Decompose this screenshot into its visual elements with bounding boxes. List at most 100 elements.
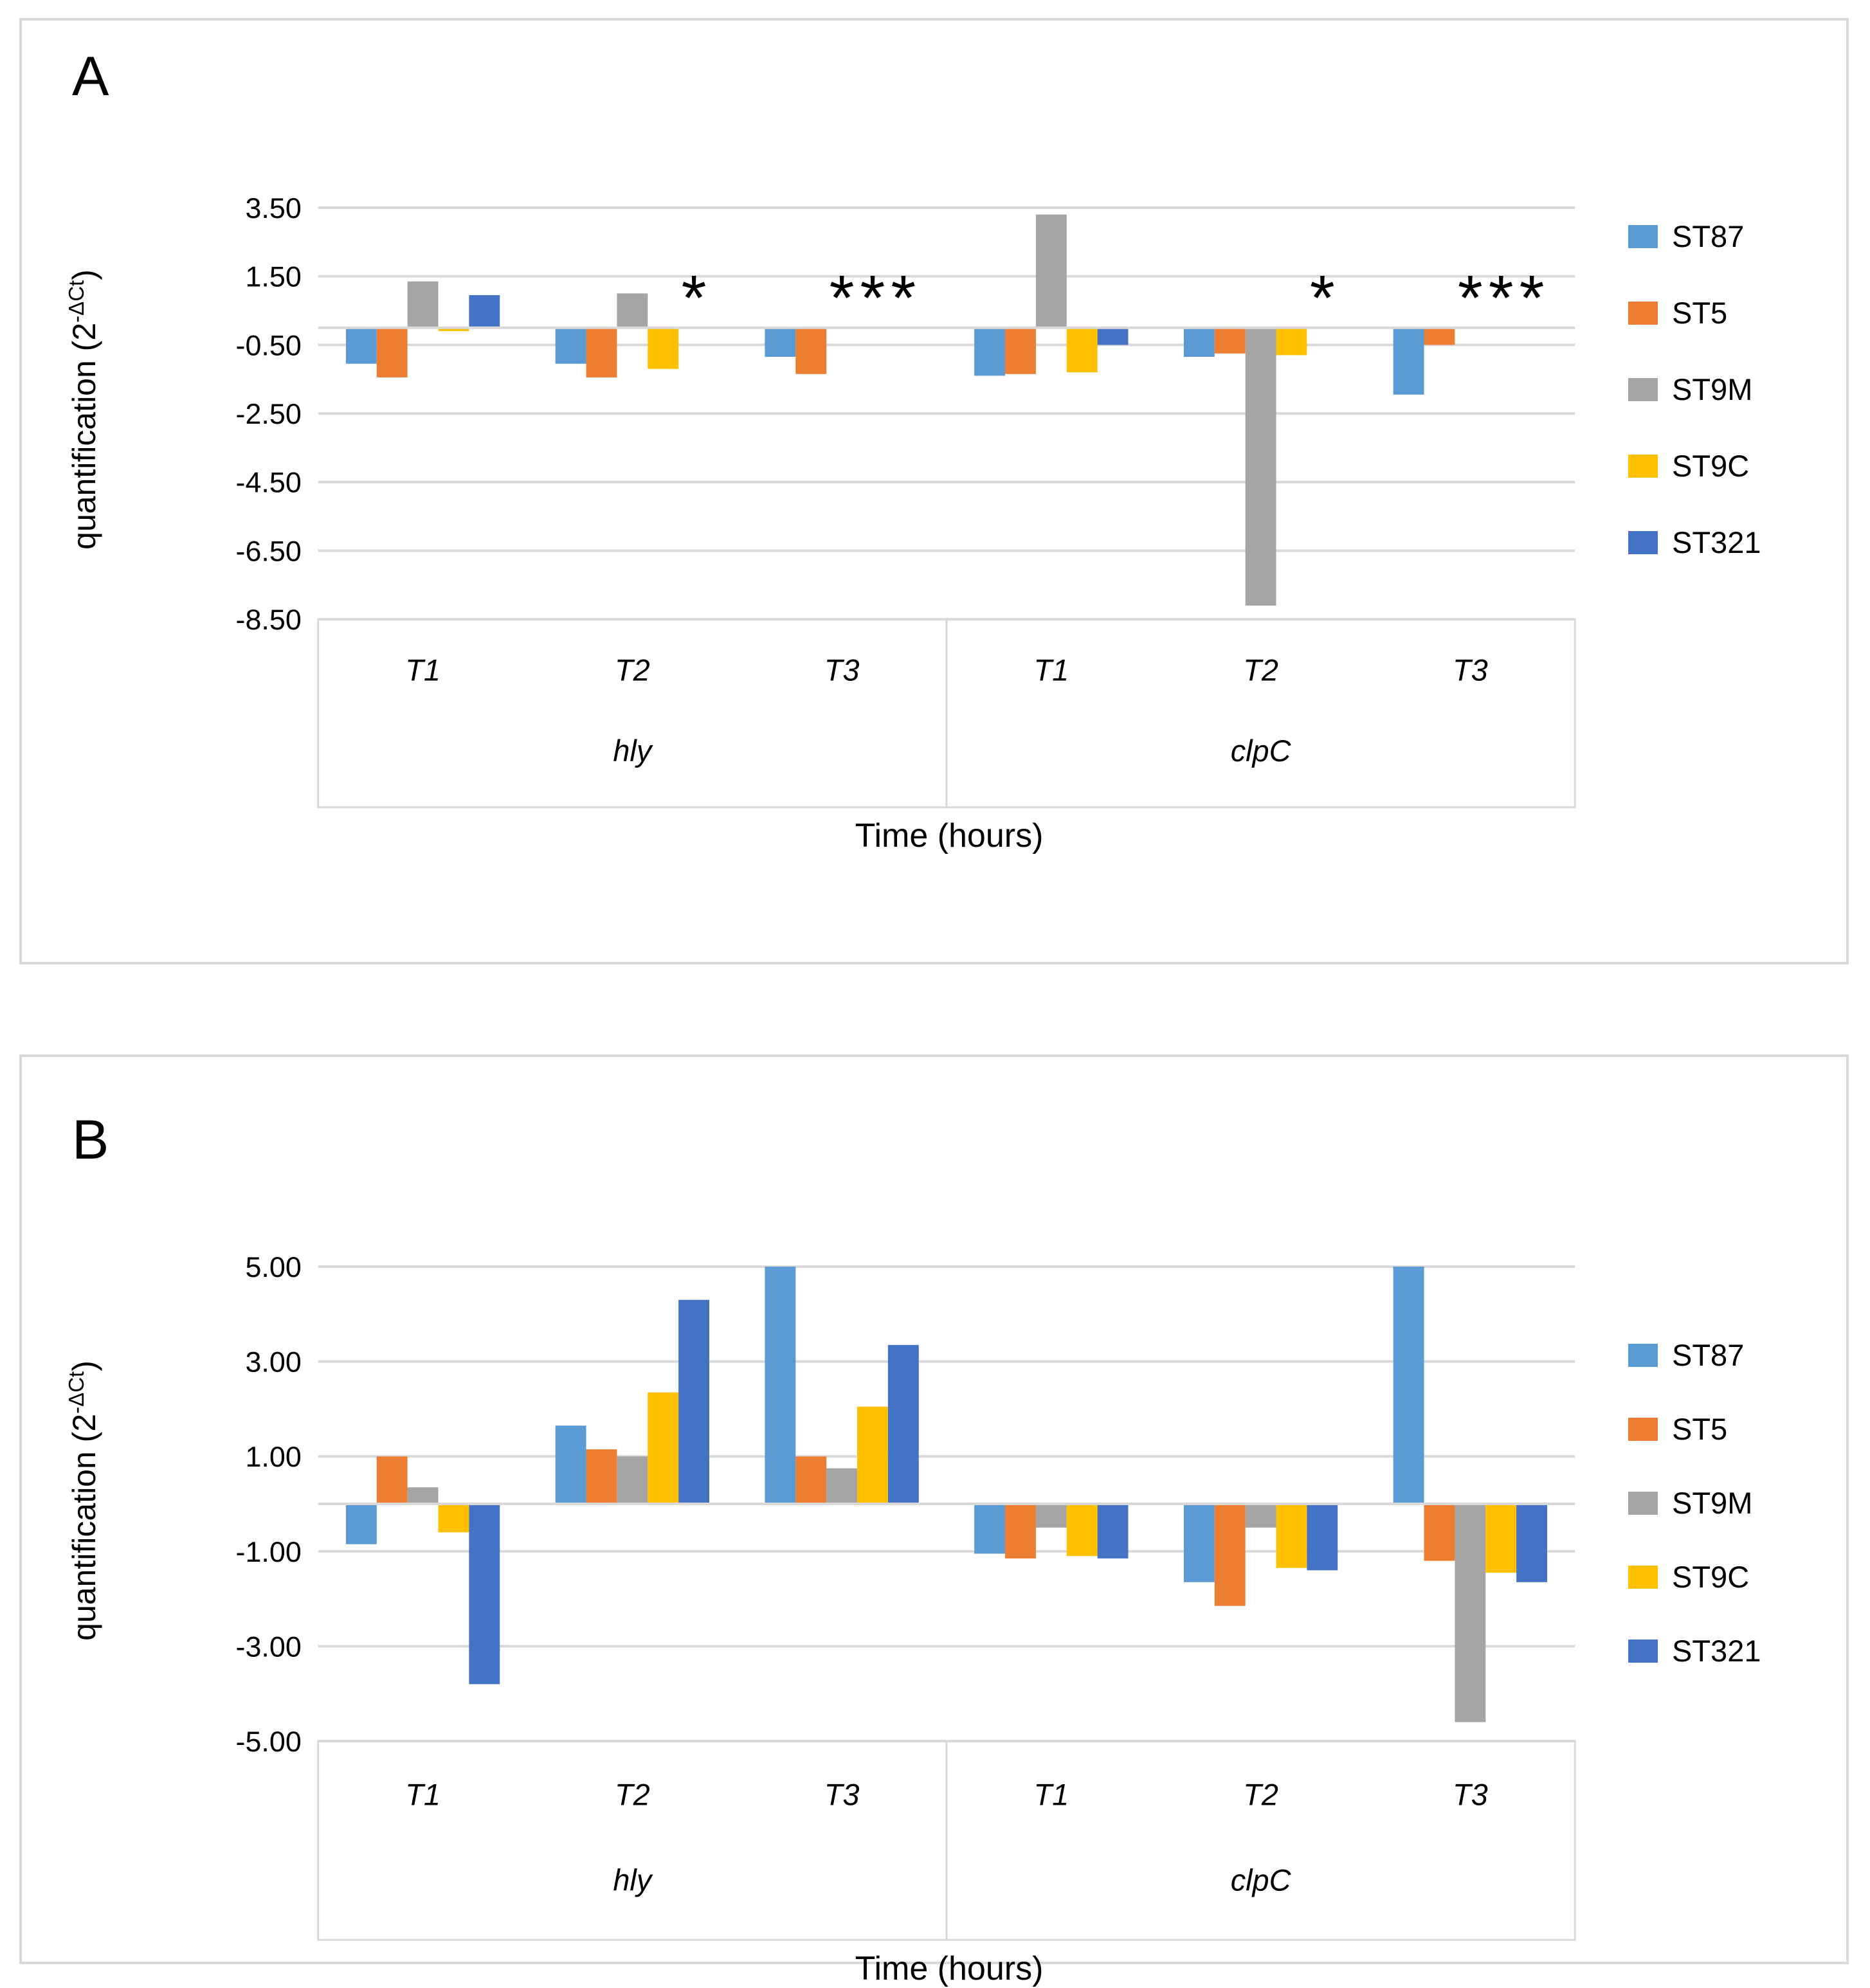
bar-ST87 xyxy=(345,1504,377,1544)
y-axis-title-superscript: -ΔCt xyxy=(64,280,89,323)
bar-ST87 xyxy=(345,327,377,364)
bar-ST5 xyxy=(586,327,617,378)
legend-item-ST9M: ST9M xyxy=(1628,374,1761,404)
bar-ST5 xyxy=(1424,327,1455,345)
y-axis-title-base: quantification (2 xyxy=(66,322,102,550)
time-label: T1 xyxy=(1033,653,1069,687)
time-label: T3 xyxy=(824,653,860,687)
y-axis-title-base: quantification (2 xyxy=(66,1413,102,1641)
time-label: T2 xyxy=(1243,1778,1278,1811)
significance-asterisk: * xyxy=(860,263,885,334)
legend-swatch-ST321 xyxy=(1628,1639,1658,1663)
legend-label: ST5 xyxy=(1672,296,1728,330)
y-axis-title-A: quantification (2-ΔCt) xyxy=(64,269,103,550)
legend-swatch-ST5 xyxy=(1628,1417,1658,1441)
legend-swatch-ST87 xyxy=(1628,224,1658,248)
y-tick-label: -6.50 xyxy=(236,534,302,567)
panel-B-letter: B xyxy=(72,1109,109,1171)
y-tick-label: -3.00 xyxy=(236,1630,302,1663)
bar-ST9M xyxy=(1455,1504,1486,1722)
bar-ST5 xyxy=(1214,327,1246,354)
bar-ST87 xyxy=(1393,327,1424,395)
bar-ST87 xyxy=(974,1504,1006,1554)
bar-ST9M xyxy=(407,281,439,328)
bar-ST9C xyxy=(1276,327,1307,356)
bar-ST9C xyxy=(648,1392,679,1505)
bar-ST87 xyxy=(765,327,796,357)
legend-item-ST87: ST87 xyxy=(1628,1340,1761,1370)
bar-ST9M xyxy=(1035,1504,1067,1528)
bar-ST5 xyxy=(376,1456,408,1505)
bar-ST5 xyxy=(376,327,408,378)
bar-chart-A: 3.501.50-0.50-2.50-4.50-6.50-8.50* ** ** * *… xyxy=(236,192,1576,809)
bar-ST87 xyxy=(1183,1504,1215,1582)
time-label: T1 xyxy=(1033,1778,1069,1811)
legend-item-ST9C: ST9C xyxy=(1628,1562,1761,1592)
legend-label: ST87 xyxy=(1672,219,1745,253)
y-axis-title-suffix: ) xyxy=(66,269,102,280)
x-axis-title-B: Time (hours) xyxy=(855,1950,1044,1987)
y-tick-label: -2.50 xyxy=(236,397,302,430)
legend-A: ST87 ST5 ST9M ST9C ST321 xyxy=(1628,221,1761,557)
bar-ST321 xyxy=(469,1504,500,1685)
significance-asterisk: * xyxy=(1310,263,1335,334)
bar-ST9M xyxy=(1245,1504,1276,1528)
time-label: T1 xyxy=(405,1778,440,1811)
legend-label: ST9C xyxy=(1672,449,1750,483)
bar-ST9C xyxy=(1276,1504,1307,1568)
bar-ST87 xyxy=(1183,327,1215,357)
legend-item-ST321: ST321 xyxy=(1628,1636,1761,1666)
legend-label: ST9C xyxy=(1672,1560,1750,1594)
significance-asterisk: * xyxy=(682,263,707,334)
legend-B: ST87 ST5 ST9M ST9C ST321 xyxy=(1628,1340,1761,1666)
legend-label: ST5 xyxy=(1672,1412,1728,1446)
legend-item-ST87: ST87 xyxy=(1628,221,1761,251)
time-label: T3 xyxy=(824,1778,860,1811)
bar-ST5 xyxy=(1424,1504,1455,1561)
y-tick-label: -5.00 xyxy=(236,1725,302,1758)
y-tick-label: -8.50 xyxy=(236,603,302,636)
bar-ST321 xyxy=(1097,1504,1129,1559)
bar-ST5 xyxy=(795,1456,827,1505)
gene-label-hly: hly xyxy=(613,734,653,768)
significance-asterisk: * xyxy=(1520,263,1545,334)
bar-ST9M xyxy=(1245,327,1276,606)
legend-item-ST321: ST321 xyxy=(1628,527,1761,557)
y-axis-title-superscript: -ΔCt xyxy=(64,1371,89,1414)
y-axis-title-B: quantification (2-ΔCt) xyxy=(64,1360,103,1641)
legend-swatch-ST321 xyxy=(1628,530,1658,554)
bar-ST9M xyxy=(617,1456,648,1505)
panel-A: A quantification (2-ΔCt) 3.50 1.50 -0.50 -2… xyxy=(19,18,1849,964)
legend-item-ST5: ST5 xyxy=(1628,1414,1761,1444)
bar-ST9M xyxy=(826,1468,858,1505)
y-tick-label: 3.00 xyxy=(245,1346,301,1378)
y-axis-title-suffix: ) xyxy=(66,1360,102,1371)
gene-label-hly: hly xyxy=(613,1863,653,1897)
time-label: T2 xyxy=(1243,653,1278,687)
time-label: T3 xyxy=(1453,1778,1488,1811)
significance-asterisk: * xyxy=(1489,263,1514,334)
legend-swatch-ST9M xyxy=(1628,1491,1658,1515)
bar-ST321 xyxy=(469,295,500,328)
legend-label: ST9M xyxy=(1672,1486,1753,1520)
bar-ST321 xyxy=(887,1344,919,1505)
y-tick-label: -4.50 xyxy=(236,466,302,499)
legend-swatch-ST5 xyxy=(1628,301,1658,325)
panel-B: B quantification (2-ΔCt) 5.00 3.00 1.00 -1.… xyxy=(19,1054,1849,1987)
bar-ST87 xyxy=(974,327,1006,376)
bar-ST9C xyxy=(438,327,469,332)
legend-label: ST9M xyxy=(1672,372,1753,406)
bar-ST9C xyxy=(438,1504,469,1533)
bar-ST5 xyxy=(1005,327,1036,374)
time-label: T3 xyxy=(1453,653,1488,687)
bar-ST87 xyxy=(1393,1267,1424,1505)
legend-swatch-ST87 xyxy=(1628,1343,1658,1367)
gene-label-clpC: clpC xyxy=(1231,1863,1292,1897)
bar-ST5 xyxy=(1005,1504,1036,1559)
bar-ST87 xyxy=(555,327,586,364)
legend-swatch-ST9C xyxy=(1628,1565,1658,1589)
bar-ST5 xyxy=(586,1449,617,1505)
legend-item-ST5: ST5 xyxy=(1628,298,1761,328)
legend-label: ST321 xyxy=(1672,1634,1761,1668)
legend-item-ST9M: ST9M xyxy=(1628,1488,1761,1518)
